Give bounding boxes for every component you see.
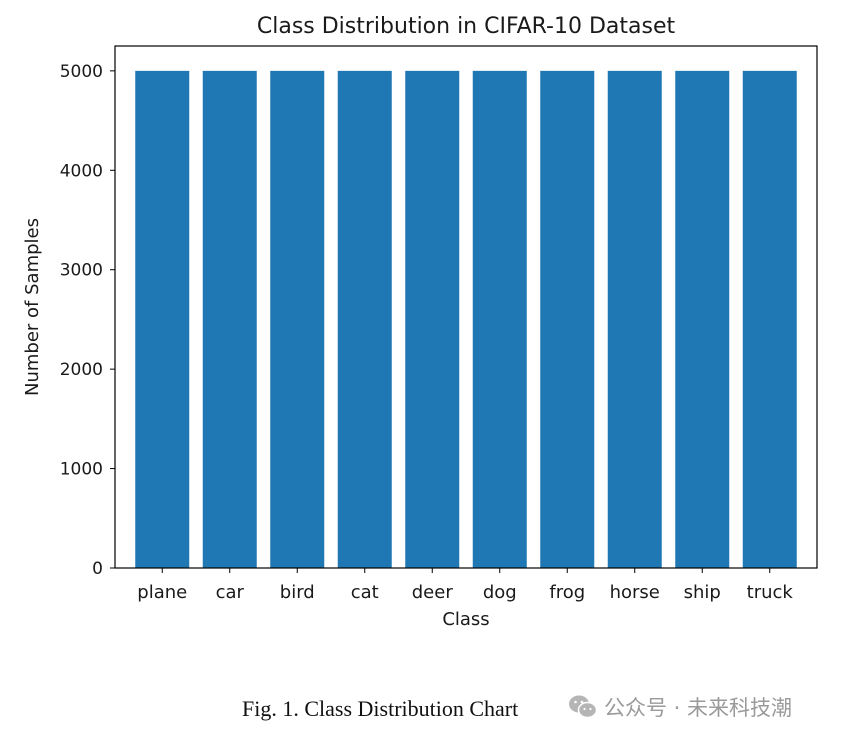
y-axis-ticks: 0 1000 2000 3000 4000 5000 — [60, 62, 115, 579]
bar-chart: Class Distribution in CIFAR-10 Dataset p… — [22, 14, 818, 630]
bars-group — [135, 70, 797, 569]
bar-plane — [135, 70, 190, 569]
bar-ship — [675, 70, 730, 569]
x-tick-label: bird — [280, 582, 315, 603]
x-tick-label: frog — [549, 582, 585, 603]
x-axis-label: Class — [442, 609, 489, 630]
y-tick-label: 5000 — [60, 62, 103, 82]
y-tick-label: 4000 — [60, 161, 103, 181]
plot-frame — [114, 45, 818, 569]
watermark: 公众号 · 未来科技潮 — [568, 692, 792, 722]
watermark-text: 公众号 · 未来科技潮 — [604, 696, 793, 720]
bar-frog — [540, 70, 595, 569]
x-tick-label: dog — [483, 582, 517, 603]
x-tick-label: truck — [747, 582, 794, 603]
bar-cat — [337, 70, 392, 569]
y-tick-label: 2000 — [60, 360, 103, 380]
bar-bird — [270, 70, 325, 569]
figure-caption-row: Fig. 1. Class Distribution Chart 公众号 · 未… — [0, 692, 846, 728]
x-axis-ticks: plane car bird cat deer dog frog horse ship truck — [137, 568, 793, 603]
figure-caption: Fig. 1. Class Distribution Chart — [242, 696, 519, 721]
y-axis-label: Number of Samples — [22, 218, 43, 396]
y-tick-label: 0 — [92, 559, 103, 579]
bar-deer — [405, 70, 460, 569]
y-tick-label: 1000 — [60, 460, 103, 480]
x-tick-label: cat — [351, 582, 379, 603]
x-tick-label: ship — [684, 582, 721, 603]
bar-car — [202, 70, 257, 569]
y-tick-label: 3000 — [60, 261, 103, 281]
x-tick-label: horse — [610, 582, 660, 603]
bar-horse — [607, 70, 662, 569]
x-tick-label: plane — [137, 582, 187, 603]
chart-title: Class Distribution in CIFAR-10 Dataset — [257, 14, 676, 39]
x-tick-label: deer — [412, 582, 454, 603]
x-tick-label: car — [216, 582, 245, 603]
bar-truck — [742, 70, 797, 569]
bar-dog — [472, 70, 527, 569]
wechat-icon — [568, 694, 598, 720]
